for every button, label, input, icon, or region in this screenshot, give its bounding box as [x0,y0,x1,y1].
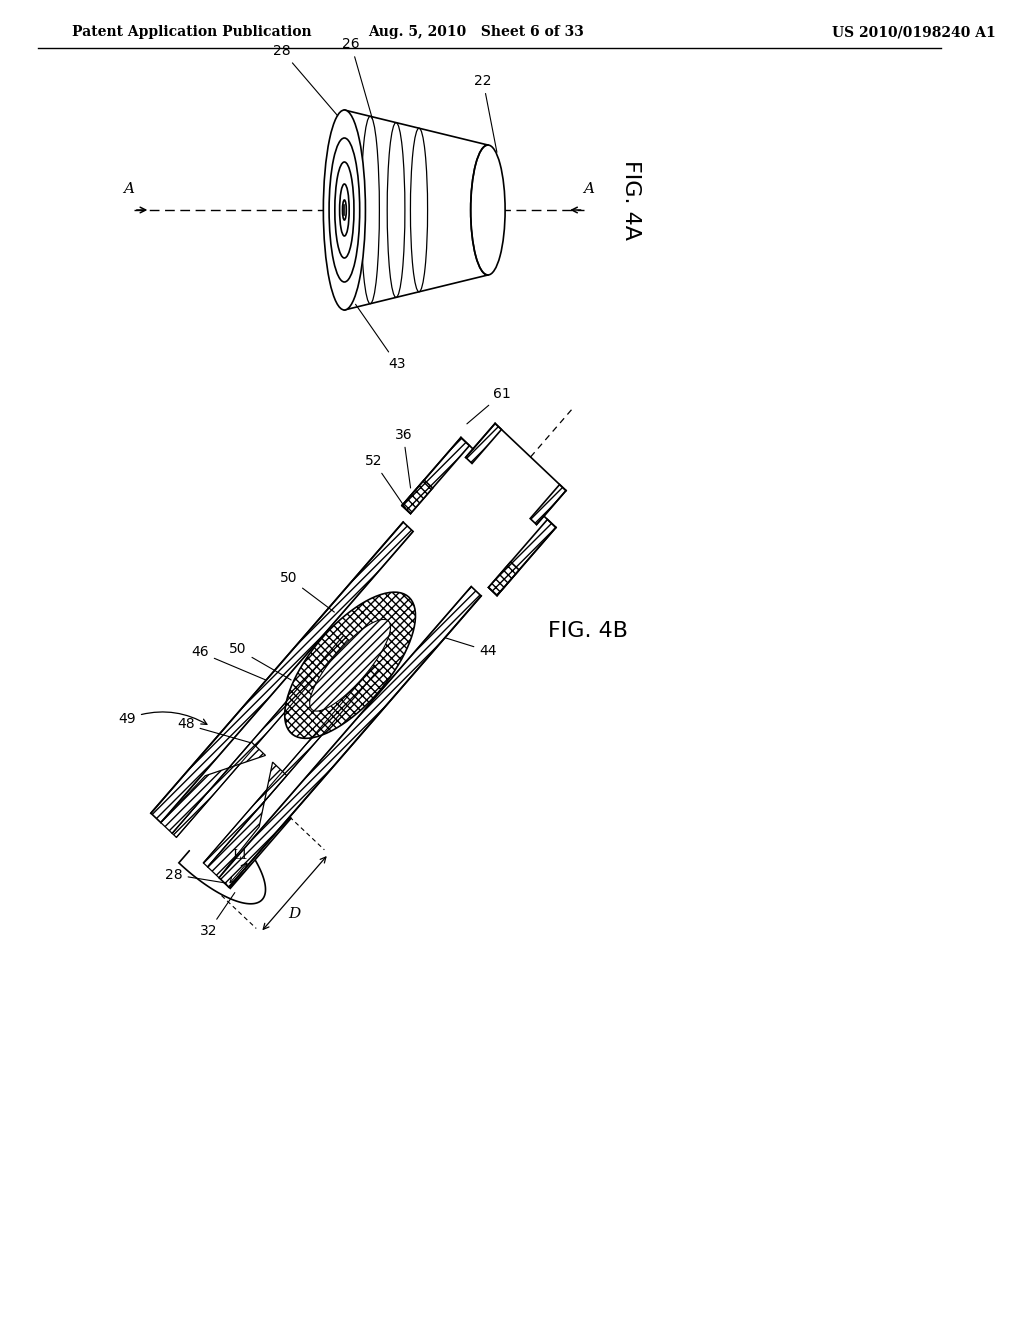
Text: 50: 50 [280,570,335,612]
Polygon shape [224,813,291,888]
Polygon shape [172,636,348,837]
Polygon shape [488,562,519,595]
Text: 32: 32 [200,892,234,939]
Text: L1: L1 [232,849,249,862]
Polygon shape [466,424,502,463]
Text: FIG. 4A: FIG. 4A [622,160,641,240]
Polygon shape [282,783,307,813]
Polygon shape [309,619,390,711]
Text: D: D [289,907,301,921]
Polygon shape [219,586,481,887]
Text: 28: 28 [273,44,338,116]
Text: 50: 50 [229,643,291,680]
Polygon shape [344,110,487,310]
Text: 44: 44 [445,638,497,659]
Text: 43: 43 [355,305,406,371]
Text: Aug. 5, 2010   Sheet 6 of 33: Aug. 5, 2010 Sheet 6 of 33 [369,25,584,40]
Ellipse shape [471,145,505,275]
Text: 22: 22 [474,74,497,152]
Text: 46: 46 [191,645,266,680]
Polygon shape [285,593,416,738]
Polygon shape [161,742,265,833]
Polygon shape [151,523,413,822]
Polygon shape [161,532,471,878]
Polygon shape [204,665,379,867]
Polygon shape [176,640,375,863]
Polygon shape [411,446,548,587]
Text: 36: 36 [394,428,412,488]
Text: 48: 48 [177,717,250,743]
Polygon shape [402,437,469,513]
Polygon shape [208,762,287,878]
Text: 49: 49 [119,711,207,726]
Text: US 2010/0198240 A1: US 2010/0198240 A1 [833,25,996,40]
Polygon shape [530,484,566,524]
Text: FIG. 4B: FIG. 4B [548,622,629,642]
Text: 52: 52 [365,454,406,508]
Text: A: A [124,182,134,195]
Text: A: A [583,182,594,195]
Polygon shape [179,816,265,904]
Polygon shape [402,480,432,513]
Text: 61: 61 [467,387,511,424]
Text: Patent Application Publication: Patent Application Publication [72,25,311,40]
Text: 28: 28 [165,867,226,883]
Polygon shape [488,520,556,595]
Text: 26: 26 [342,37,373,119]
Ellipse shape [324,110,366,310]
